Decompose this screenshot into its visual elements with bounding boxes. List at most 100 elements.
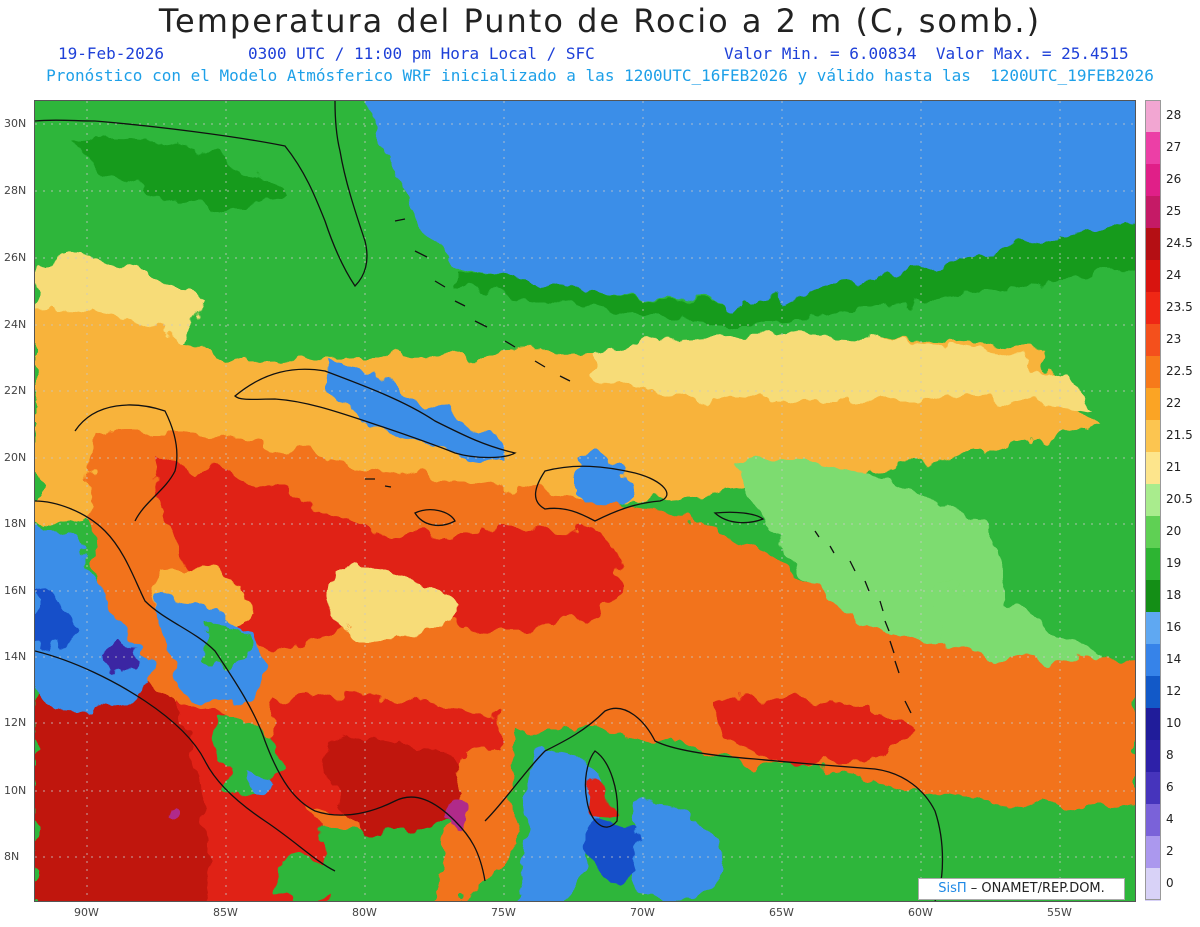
blue-dark-region [587,821,638,882]
colorbar-tick-label: 6 [1166,780,1174,794]
puerto-rico-coast [713,511,765,524]
bahamas-islands [394,218,571,382]
chart-title: Temperatura del Punto de Rocio a 2 m (C,… [158,2,1042,40]
dewpoint-map[interactable] [34,100,1136,902]
lat-tick-label: 30N [4,117,27,130]
colorbar-swatch [1145,420,1161,453]
lat-tick-label: 14N [4,650,27,663]
lon-tick-label: 75W [491,906,516,919]
colorbar-swatch [1145,452,1161,485]
colorbar-border [1145,100,1161,900]
colorbar-swatch [1145,292,1161,325]
jamaica-coast [414,509,456,527]
lat-tick-label: 26N [4,251,27,264]
lat-tick-label: 10N [4,784,27,797]
lon-tick-label: 70W [630,906,655,919]
red-dark-region [35,661,226,901]
colorbar-tick-label: 14 [1166,652,1182,666]
yellow-region [595,335,1095,411]
green-region [205,621,251,671]
lat-tick-label: 22N [4,384,27,397]
colorbar-swatch [1145,772,1161,805]
colorbar-tick-label: 21.5 [1166,428,1193,442]
hispaniola-coast [534,465,668,522]
ocean-region [517,749,605,901]
green-dark-region [455,224,1135,326]
min-max-values: Valor Min. = 6.00834 Valor Max. = 25.451… [724,44,1129,63]
green-dark-region [75,138,285,210]
colorbar-tick-label: 2 [1166,844,1174,858]
ocean-region [324,361,508,456]
lon-tick-label: 80W [352,906,377,919]
colorbar-tick-label: 0 [1166,876,1174,890]
central-america-pacific-coast [35,650,336,872]
colorbar-swatch [1145,356,1161,389]
dewpoint-fields [35,101,1135,901]
lon-tick-label: 60W [908,906,933,919]
colorbar-swatch [1145,228,1161,261]
colorbar-tick-label: 8 [1166,748,1174,762]
red-region [588,785,614,820]
colorbar-tick-label: 20.5 [1166,492,1193,506]
colorbar-swatch [1145,388,1161,421]
colorbar-swatch [1145,260,1161,293]
colorbar-swatch [1145,196,1161,229]
colorbar [1145,100,1161,901]
colorbar-swatch [1145,548,1161,581]
ocean-region [627,801,725,901]
colorbar-swatch [1145,580,1161,613]
colorbar-tick-label: 27 [1166,140,1182,154]
south-america-coast [484,707,944,901]
colorbar-swatch [1145,612,1161,645]
central-america-coast [35,500,486,882]
model-run-info: Pronóstico con el Modelo Atmósferico WRF… [46,66,1154,85]
colorbar-tick-label: 4 [1166,812,1174,826]
purple-region [107,641,139,673]
lesser-antilles-islands [814,530,912,714]
sispi-logo: SisΠ [938,881,967,896]
graticule [35,101,1135,901]
red-region [175,701,327,901]
maracaibo-coast [584,750,619,828]
magenta-region [443,805,469,833]
cayman-islands [365,478,392,488]
colorbar-tick-label: 23 [1166,332,1182,346]
yellow-region [328,568,455,642]
yucatan-coast [74,404,178,522]
credit-box: SisΠ – ONAMET/REP.DOM. [918,878,1125,900]
colorbar-tick-label: 22 [1166,396,1182,410]
lat-tick-label: 20N [4,451,27,464]
colorbar-swatch [1145,644,1161,677]
colorbar-tick-label: 24 [1166,268,1182,282]
colorbar-swatch [1145,132,1161,165]
colorbar-swatch [1145,324,1161,357]
lon-tick-label: 85W [213,906,238,919]
red-region [155,461,620,650]
coastlines [35,101,944,901]
forecast-date: 19-Feb-2026 [58,44,164,63]
colorbar-swatch [1145,868,1161,901]
colorbar-tick-label: 21 [1166,460,1182,474]
colorbar-swatch [1145,804,1161,837]
colorbar-swatch [1145,516,1161,549]
colorbar-swatch [1145,164,1161,197]
colorbar-tick-label: 18 [1166,588,1182,602]
green-light-region [735,459,1007,681]
colorbar-tick-label: 20 [1166,524,1182,538]
colorbar-tick-label: 12 [1166,684,1182,698]
magenta-region [164,804,182,822]
blue-dark-region [35,591,75,648]
colorbar-swatch [1145,740,1161,773]
colorbar-tick-label: 23.5 [1166,300,1193,314]
credit-text: – ONAMET/REP.DOM. [970,881,1105,896]
cuba-coast [234,368,517,459]
orange-region [435,748,535,901]
colorbar-swatch [1145,100,1161,133]
lat-tick-label: 8N [4,850,20,863]
colorbar-tick-label: 25 [1166,204,1182,218]
florida-coast [94,101,368,288]
red-region [715,697,915,765]
colorbar-tick-label: 24.5 [1166,236,1193,250]
lon-tick-label: 55W [1047,906,1072,919]
lat-tick-label: 28N [4,184,27,197]
